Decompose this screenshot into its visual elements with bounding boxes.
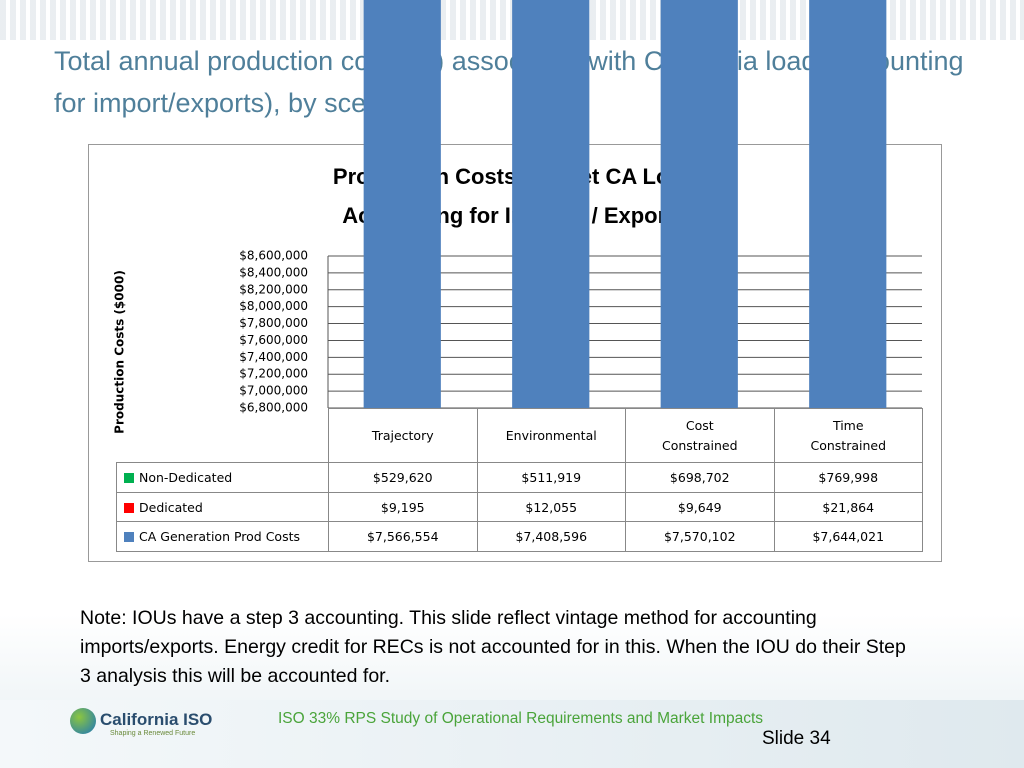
bar-segment xyxy=(660,0,738,408)
y-tick-label: $6,800,000 xyxy=(239,401,308,415)
value-label: $7,408,596 xyxy=(476,521,626,552)
legend-swatch xyxy=(124,473,134,483)
y-tick-label: $7,200,000 xyxy=(239,367,308,381)
y-tick-label: $7,800,000 xyxy=(239,316,308,330)
note: Note: IOUs have a step 3 accounting. Thi… xyxy=(80,607,906,687)
y-tick-label: $7,400,000 xyxy=(239,350,308,364)
footer-study: ISO 33% RPS Study of Operational Require… xyxy=(278,710,764,727)
logo-text: California ISO xyxy=(100,710,213,729)
value-label: $21,864 xyxy=(773,492,923,522)
category-label: Cost Constrained xyxy=(625,408,775,463)
legend-swatch xyxy=(124,502,134,513)
legend-swatch xyxy=(124,532,134,542)
bar-segment xyxy=(809,0,887,409)
y-tick-label: $7,000,000 xyxy=(239,384,308,398)
value-label: $511,919 xyxy=(476,462,626,493)
category-label: Time Constrained xyxy=(773,408,923,463)
y-axis-label: Production Costs ($000) xyxy=(113,270,127,434)
bar-segment xyxy=(512,0,590,408)
value-label: $698,702 xyxy=(625,462,775,493)
logo-icon xyxy=(70,708,96,734)
value-label: $7,644,021 xyxy=(773,521,923,552)
value-label: $7,566,554 xyxy=(328,521,478,552)
value-label: $9,195 xyxy=(328,492,478,522)
y-tick-label: $8,200,000 xyxy=(239,282,308,296)
value-label: $9,649 xyxy=(625,492,775,522)
y-tick-label: $8,600,000 xyxy=(239,249,308,263)
y-tick-label: $8,400,000 xyxy=(239,265,308,279)
legend-entry: CA Generation Prod Costs xyxy=(116,521,329,552)
y-tick-label: $8,000,000 xyxy=(239,299,308,313)
bar-segment xyxy=(363,0,441,408)
category-label: Trajectory xyxy=(328,408,478,463)
category-label: Environmental xyxy=(476,408,626,463)
legend-entry: Non-Dedicated xyxy=(116,462,329,493)
logo-tagline: Shaping a Renewed Future xyxy=(110,730,196,737)
value-label: $7,570,102 xyxy=(625,521,775,552)
slide-number: Slide 34 xyxy=(762,728,831,749)
value-label: $529,620 xyxy=(328,462,478,493)
legend-entry: Dedicated xyxy=(116,492,329,522)
value-label: $769,998 xyxy=(773,462,923,493)
footer-band xyxy=(0,700,1024,768)
value-label: $12,055 xyxy=(476,492,626,522)
y-tick-label: $7,600,000 xyxy=(239,333,308,347)
